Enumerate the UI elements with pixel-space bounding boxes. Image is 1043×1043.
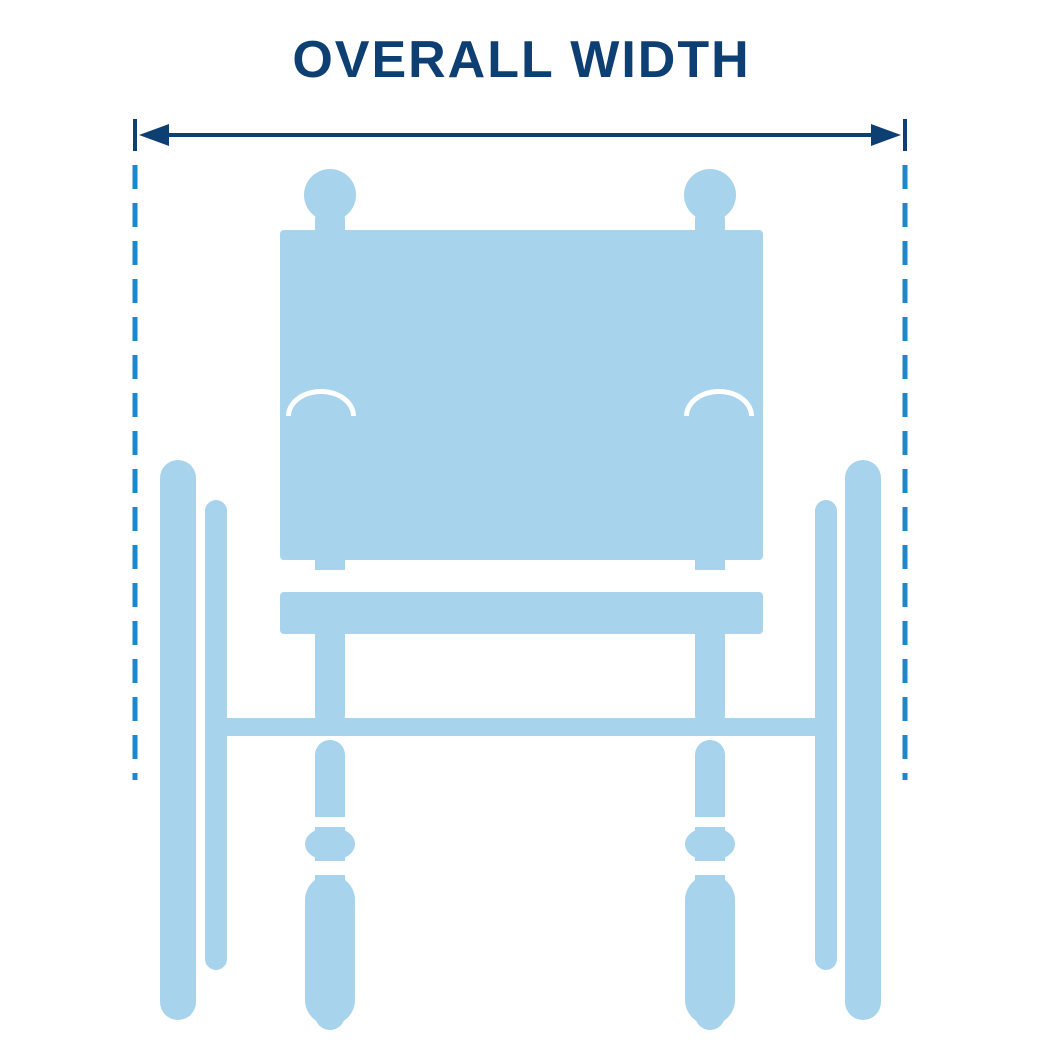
cross-bar bbox=[210, 718, 833, 736]
caster-wheel-left bbox=[305, 875, 355, 1025]
wheelchair-diagram bbox=[0, 0, 1043, 1043]
arrowhead-right-icon bbox=[871, 124, 901, 146]
arrowhead-left-icon bbox=[139, 124, 169, 146]
handle-knob-right bbox=[684, 169, 736, 221]
caster-cap-left bbox=[305, 827, 355, 861]
backrest bbox=[280, 230, 763, 560]
rear-wheel-right-outer bbox=[845, 460, 881, 1020]
seat-bar bbox=[280, 592, 763, 634]
wheelchair-icon bbox=[160, 169, 881, 1030]
rear-wheel-left-outer bbox=[160, 460, 196, 1020]
handle-knob-left bbox=[304, 169, 356, 221]
dimension-line bbox=[135, 119, 905, 151]
caster-cap-right bbox=[685, 827, 735, 861]
caster-wheel-right bbox=[685, 875, 735, 1025]
